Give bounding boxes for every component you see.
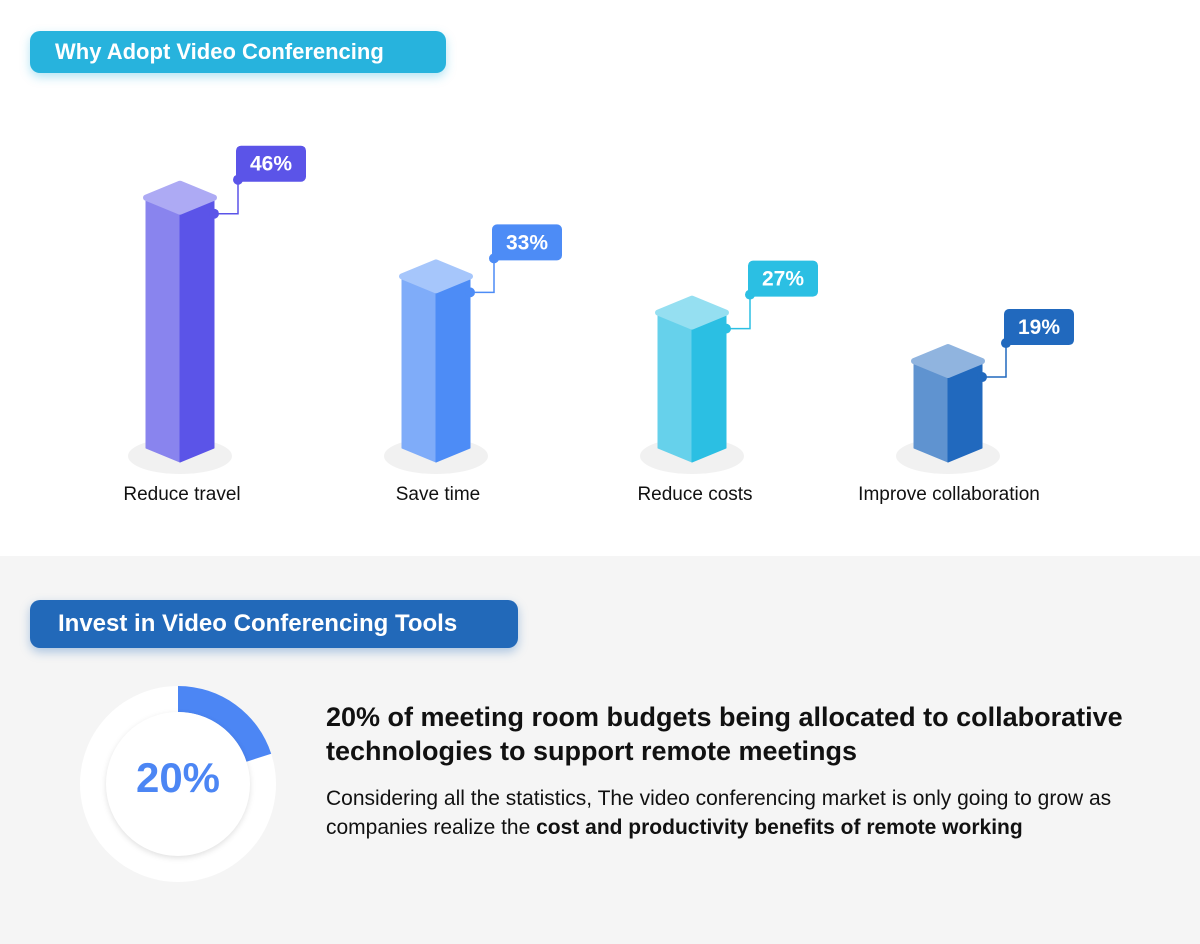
category-label-reduce-travel: Reduce travel — [123, 484, 241, 505]
value-connector-reduce-costs — [726, 294, 751, 330]
bar-left-face-reduce-travel — [145, 197, 181, 463]
category-label-improve-collaboration: Improve collaboration — [858, 484, 1040, 505]
value-label-reduce-costs: 27% — [762, 268, 804, 291]
bar-top-save-time — [399, 259, 473, 294]
bar-left-face-save-time — [401, 275, 437, 463]
value-label-box-reduce-costs — [748, 260, 818, 297]
value-connector-dot-reduce-costs — [721, 323, 731, 334]
section-title-why-adopt: Why Adopt Video Conferencing — [30, 31, 446, 73]
bar-left-face-reduce-costs — [657, 312, 693, 463]
category-label-reduce-costs: Reduce costs — [637, 484, 753, 505]
bar-right-face-save-time — [435, 275, 471, 463]
value-label-box-improve-collaboration — [1004, 309, 1074, 346]
value-connector-dot-reduce-travel — [209, 208, 219, 219]
body-text-plain: Considering all the statistics, The vide… — [326, 787, 1112, 839]
value-label-reduce-travel: 46% — [250, 153, 292, 176]
value-label-improve-collaboration: 19% — [1018, 316, 1060, 339]
donut-value-label: 20% — [135, 754, 221, 801]
body-text-bold: cost and productivity benefits of remote… — [536, 816, 1023, 839]
donut-hole — [106, 712, 250, 856]
value-label-box-save-time — [492, 224, 562, 261]
bar-right-face-reduce-costs — [691, 312, 727, 463]
value-connector-dot-save-time — [465, 287, 475, 298]
value-label-box-reduce-travel — [236, 145, 306, 182]
section-title-invest: Invest in Video Conferencing Tools — [30, 600, 518, 648]
donut-value-arc — [178, 686, 272, 762]
bar-top-improve-collaboration — [911, 344, 985, 379]
headline: 20% of meeting room budgets being alloca… — [326, 702, 1123, 766]
value-connector-reduce-travel — [214, 179, 239, 215]
bar-right-face-reduce-travel — [179, 197, 215, 463]
donut-chart — [80, 686, 276, 882]
value-connector-save-time — [470, 258, 495, 294]
bar-top-reduce-travel — [143, 180, 217, 215]
bar-chart: 46% 33% 27% 19% — [128, 145, 1074, 474]
value-label-save-time: 33% — [506, 231, 548, 254]
value-connector-dot-improve-collaboration — [977, 372, 987, 383]
bar-top-reduce-costs — [655, 295, 729, 330]
value-connector-improve-collaboration — [982, 343, 1007, 378]
body-paragraph: Considering all the statistics, The vide… — [326, 784, 1126, 842]
category-label-save-time: Save time — [395, 484, 481, 505]
